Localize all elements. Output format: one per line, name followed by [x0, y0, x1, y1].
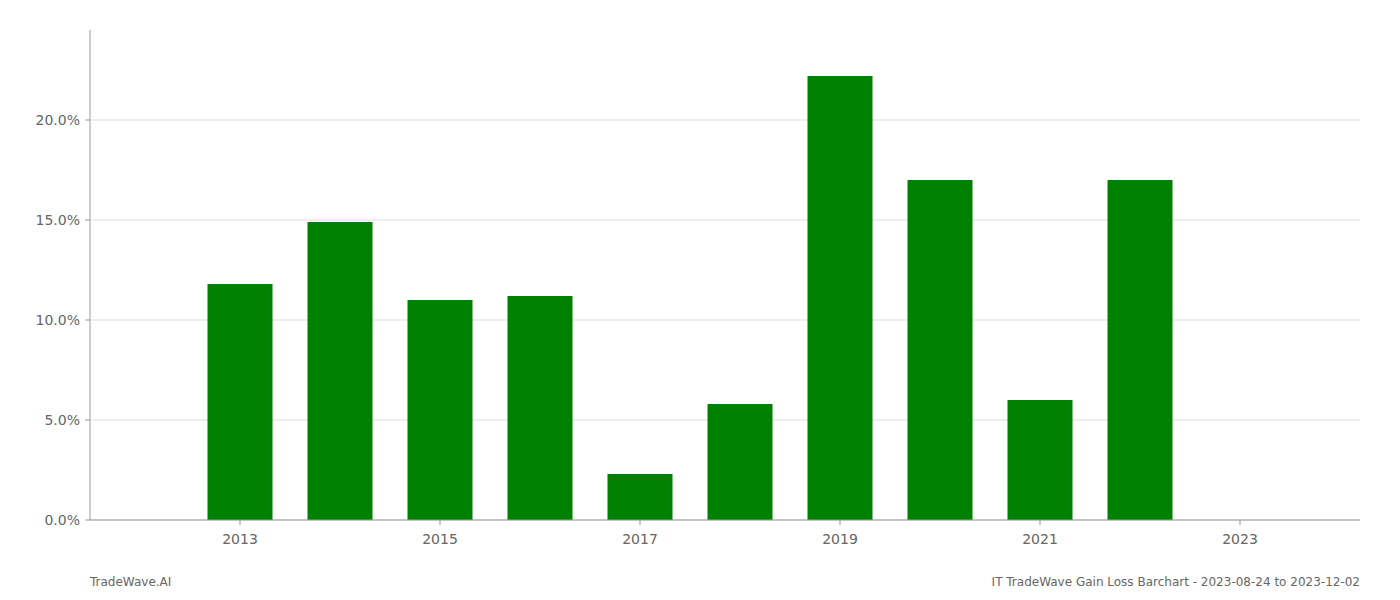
y-tick — [85, 420, 90, 421]
x-tick — [240, 520, 241, 525]
y-tick — [85, 120, 90, 121]
y-tick — [85, 220, 90, 221]
x-tick — [840, 520, 841, 525]
x-tick-label: 2013 — [222, 531, 258, 547]
y-tick-label: 15.0% — [36, 212, 80, 228]
y-axis-line — [90, 30, 91, 520]
y-tick-label: 5.0% — [44, 412, 80, 428]
bar — [1108, 180, 1173, 520]
x-tick — [1240, 520, 1241, 525]
x-axis-line — [90, 520, 1360, 521]
bars — [208, 76, 1173, 520]
bar — [808, 76, 873, 520]
bar — [308, 222, 373, 520]
bar — [408, 300, 473, 520]
y-tick-label: 10.0% — [36, 312, 80, 328]
grid-line — [90, 120, 1360, 121]
x-tick — [440, 520, 441, 525]
bar — [908, 180, 973, 520]
bar — [208, 284, 273, 520]
y-tick-label: 20.0% — [36, 112, 80, 128]
grid-line — [90, 520, 1360, 521]
y-tick — [85, 520, 90, 521]
bar — [708, 404, 773, 520]
bar — [508, 296, 573, 520]
x-tick — [1040, 520, 1041, 525]
y-tick — [85, 320, 90, 321]
grid — [90, 120, 1360, 520]
x-tick-label: 2023 — [1222, 531, 1258, 547]
x-tick-label: 2021 — [1022, 531, 1058, 547]
chart: 2013 2015 2017 2019 2021 2023 0.0% 5.0% 10.0% 15.… — [0, 0, 1400, 600]
footer-text: TradeWave.AI — [89, 575, 171, 589]
x-tick-label: 2019 — [822, 531, 858, 547]
x-tick — [640, 520, 641, 525]
x-tick-label: 2015 — [422, 531, 458, 547]
bar — [1008, 400, 1073, 520]
footer: TradeWave.AI IT TradeWave Gain Loss Barch… — [89, 575, 1360, 589]
chart-container: 2013 2015 2017 2019 2021 2023 0.0% 5.0% 10.0% 15.… — [0, 0, 1400, 600]
y-tick-label: 0.0% — [44, 512, 80, 528]
bar — [608, 474, 673, 520]
footer-text: IT TradeWave Gain Loss Barchart - 2023-0… — [992, 575, 1360, 589]
axes: 2013 2015 2017 2019 2021 2023 0.0% 5.0% 10.0% 15.… — [36, 30, 1360, 547]
x-tick-label: 2017 — [622, 531, 658, 547]
